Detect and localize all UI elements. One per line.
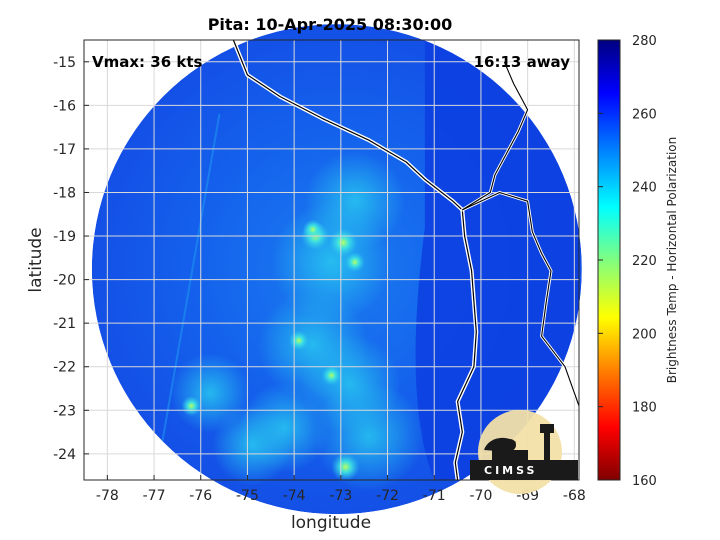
colorbar-tick-label: 200 (632, 327, 657, 342)
y-tick-label: -15 (53, 55, 76, 71)
y-tick-label: -23 (53, 403, 76, 419)
tower-top-icon (540, 424, 554, 433)
y-ticks: -15 -16 -17 -18 -19 -20 -21 -22 -23 -24 (53, 55, 89, 463)
border-black (461, 61, 579, 407)
x-tick-label: -78 (96, 488, 119, 504)
logo-band (470, 460, 578, 480)
coastline (231, 40, 579, 480)
cimss-logo: CIMSS (470, 410, 578, 494)
x-tick-label: -68 (563, 488, 586, 504)
building-icon (492, 450, 528, 460)
y-tick-label: -24 (53, 447, 76, 463)
x-tick-label: -71 (423, 488, 446, 504)
colorbar-tick-label: 160 (632, 474, 657, 489)
y-tick-label: -18 (53, 185, 76, 201)
x-tick-label: -77 (143, 488, 166, 504)
hotspot (181, 395, 202, 416)
hotspot (288, 330, 309, 351)
x-ticks: -78 -77 -76 -75 -74 -73 -72 -71 -70 -69 -68 (96, 475, 586, 504)
vmax-annotation: Vmax: 36 kts (92, 53, 202, 71)
time-away-annotation: 16:13 away (474, 53, 571, 71)
grid (84, 40, 579, 480)
hotspot (344, 252, 365, 273)
x-tick-label: -73 (329, 488, 352, 504)
coastline-black (232, 40, 477, 480)
hotspot (302, 219, 323, 240)
hotspot (321, 365, 342, 386)
dome-icon (504, 439, 516, 451)
axes-box (83, 39, 580, 481)
chart-title: Pita: 10-Apr-2025 08:30:00 (208, 15, 453, 34)
cloud-region (304, 151, 405, 252)
swath-layer (91, 24, 582, 515)
x-tick-label: -74 (283, 488, 306, 504)
y-tick-label: -19 (53, 229, 76, 245)
cloud-region (313, 381, 424, 492)
colorbar: 160 180 200 220 240 260 280 Brightness Temp - … (597, 34, 679, 489)
y-tick-label: -16 (53, 98, 76, 114)
colorbar-tick-label: 220 (632, 254, 657, 269)
hotspot (331, 452, 360, 481)
swath-seam (157, 113, 221, 463)
colorbar-tick-label: 280 (632, 34, 657, 49)
y-tick-label: -22 (53, 360, 76, 376)
colorbar-tick-label: 260 (632, 107, 657, 122)
cloud-region (212, 405, 293, 486)
colorbar-tick-label: 240 (632, 181, 657, 196)
x-tick-label: -75 (236, 488, 259, 504)
logo-text: CIMSS (484, 464, 537, 477)
x-tick-label: -76 (189, 488, 212, 504)
colorbar-ticks: 160 180 200 220 240 260 280 (598, 34, 657, 489)
y-tick-label: -20 (53, 273, 76, 289)
colorbar-tick-label: 180 (632, 401, 657, 416)
y-tick-label: -21 (53, 316, 76, 332)
tower-icon (544, 432, 550, 460)
swath-dark-region (415, 40, 579, 480)
x-tick-label: -70 (469, 488, 492, 504)
colorbar-label: Brightness Temp - Horizontal Polarizatio… (665, 137, 679, 384)
y-axis-label: latitude (26, 227, 46, 292)
x-axis-label: longitude (291, 513, 371, 533)
x-tick-label: -72 (376, 488, 399, 504)
y-tick-label: -17 (53, 142, 76, 158)
